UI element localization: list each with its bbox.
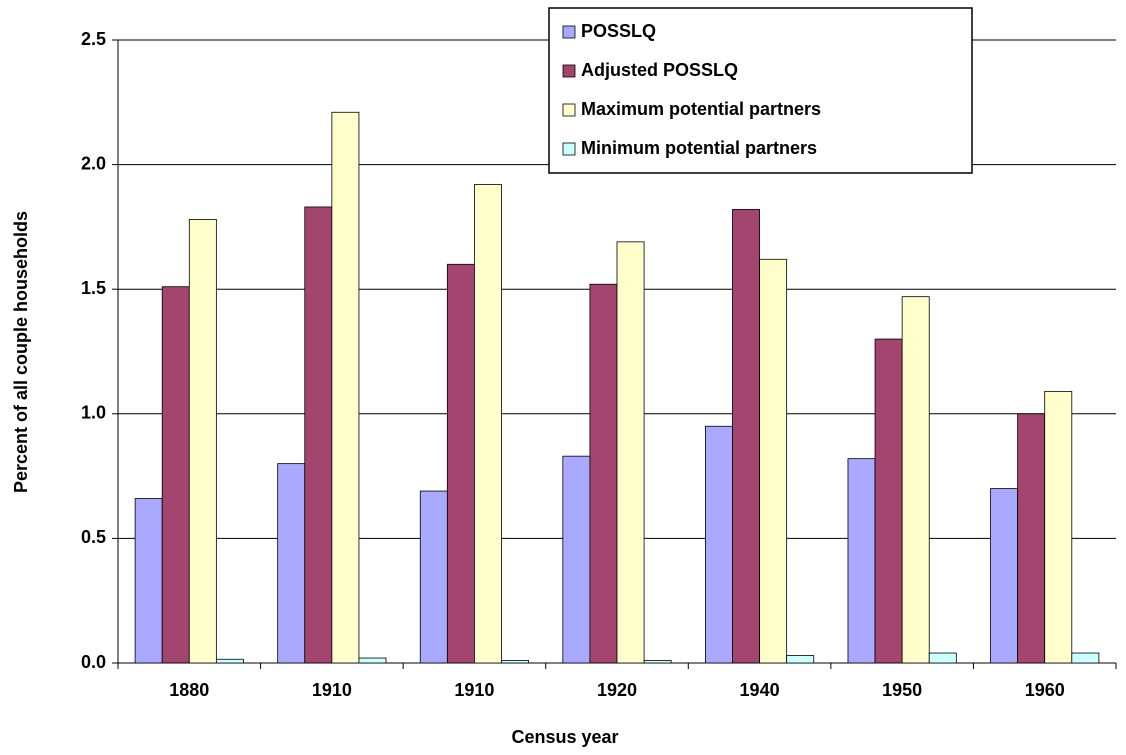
bar <box>304 206 333 664</box>
bar <box>759 258 788 664</box>
bar <box>419 490 448 664</box>
bar <box>161 286 190 664</box>
bar <box>501 660 530 664</box>
y-tick-label: 1.0 <box>81 403 106 423</box>
bar <box>732 209 760 664</box>
bar <box>874 338 903 664</box>
y-axis-label: Percent of all couple households <box>11 211 31 493</box>
legend-label: Minimum potential partners <box>581 138 817 158</box>
bar <box>446 263 475 664</box>
legend-swatch <box>562 25 576 39</box>
bar <box>215 658 244 664</box>
x-tick-label: 1910 <box>312 680 352 700</box>
bar <box>134 498 163 664</box>
y-tick-label: 0.0 <box>81 652 106 672</box>
bar <box>562 455 591 664</box>
bar <box>786 655 815 664</box>
bar <box>474 184 502 664</box>
x-tick-label: 1880 <box>169 680 209 700</box>
x-tick-label: 1910 <box>454 680 494 700</box>
legend-swatch <box>562 103 576 117</box>
bar <box>358 657 387 664</box>
y-tick-label: 2.0 <box>81 153 106 173</box>
legend-label: POSSLQ <box>581 21 656 41</box>
legend-swatch <box>562 142 576 156</box>
bar <box>277 463 306 664</box>
bar <box>990 488 1019 664</box>
legend-swatch <box>562 64 576 78</box>
bar <box>1044 390 1073 664</box>
bar <box>188 219 217 664</box>
x-axis-label: Census year <box>511 727 618 747</box>
y-tick-label: 1.5 <box>81 278 106 298</box>
legend-label: Maximum potential partners <box>581 99 821 119</box>
bar <box>1071 652 1100 664</box>
x-tick-label: 1940 <box>740 680 780 700</box>
bar <box>589 283 618 664</box>
bar <box>928 652 957 664</box>
legend-box <box>548 7 973 174</box>
bar <box>704 425 733 664</box>
bar <box>331 111 360 664</box>
y-tick-label: 0.5 <box>81 527 106 547</box>
bar <box>616 241 645 664</box>
bar <box>901 296 930 664</box>
bar <box>643 660 672 664</box>
y-tick-label: 2.5 <box>81 29 106 49</box>
legend-label: Adjusted POSSLQ <box>581 60 738 80</box>
bar <box>1017 413 1046 664</box>
x-tick-label: 1920 <box>597 680 637 700</box>
x-tick-label: 1950 <box>882 680 922 700</box>
bar <box>847 458 876 664</box>
x-tick-label: 1960 <box>1025 680 1065 700</box>
